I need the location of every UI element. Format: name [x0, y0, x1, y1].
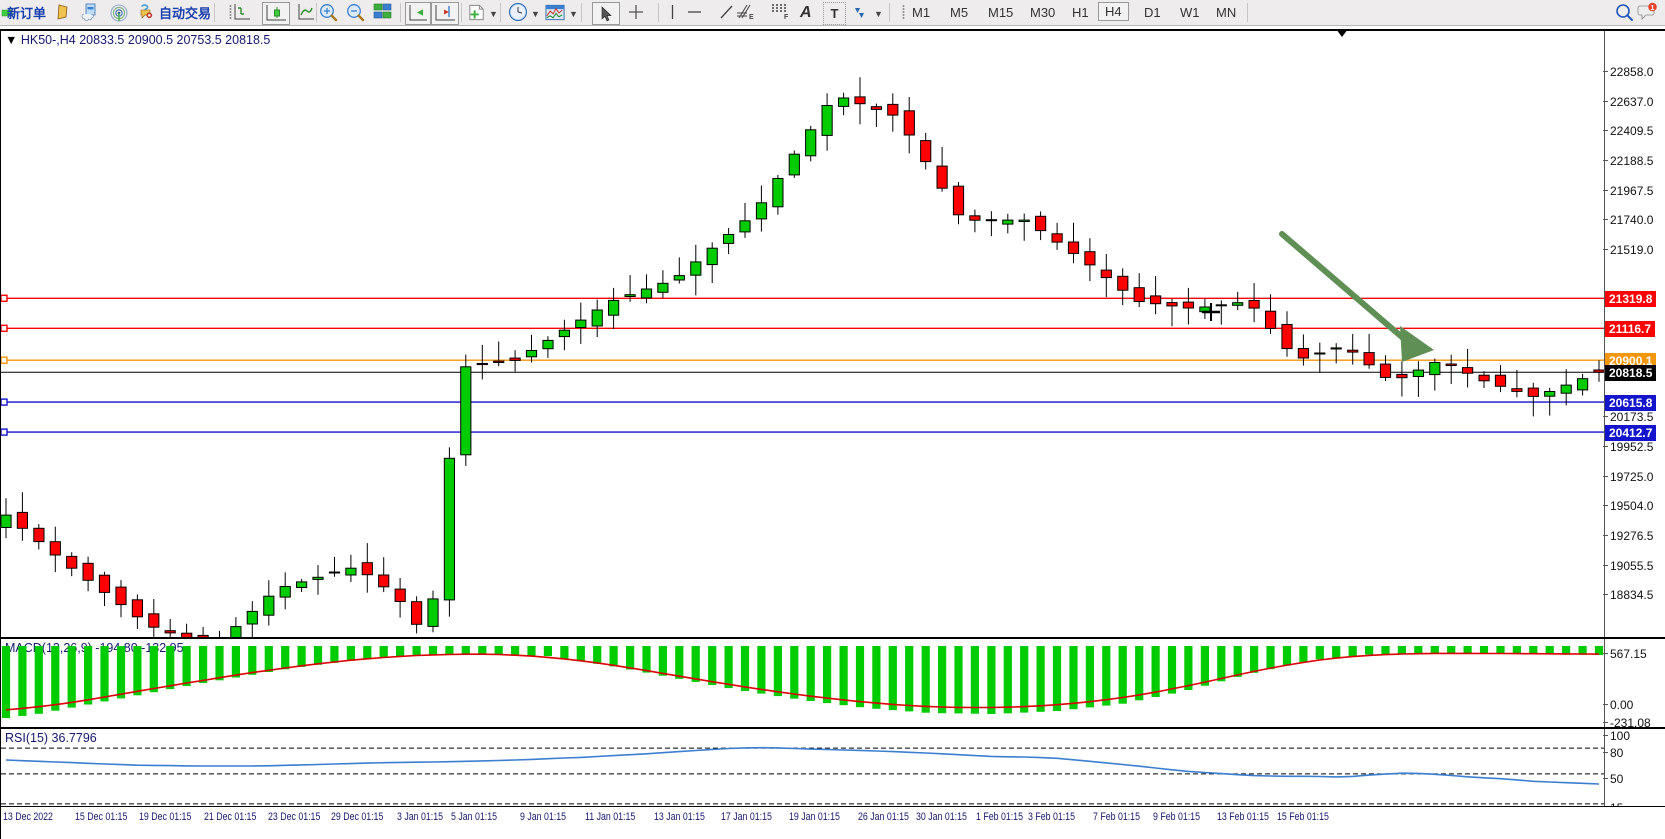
svg-text:1: 1 — [1651, 5, 1655, 12]
svg-text:E: E — [749, 14, 754, 21]
svg-text:F: F — [784, 14, 789, 21]
